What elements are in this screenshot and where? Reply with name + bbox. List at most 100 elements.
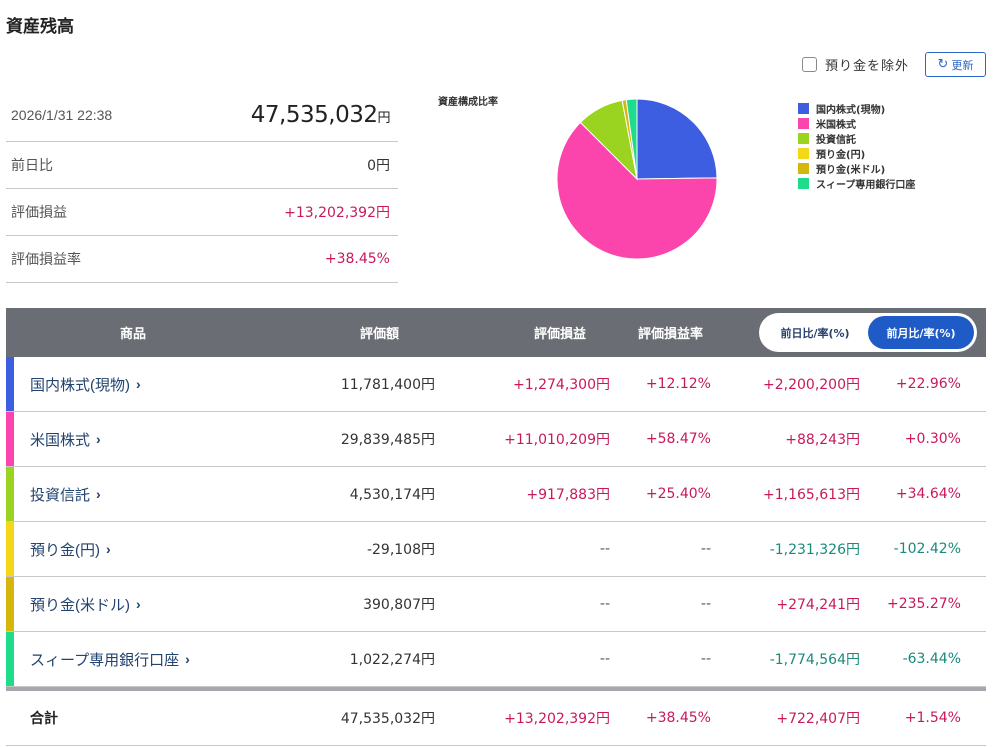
asset-allocation-pie-chart — [556, 98, 718, 260]
row-diff-rate: -102.42% — [893, 541, 961, 557]
exclude-deposits-label[interactable]: 預り金を除外 — [824, 59, 909, 74]
row-pl-rate: +25.40% — [645, 486, 711, 502]
holdings-table: 商品 評価額 評価損益 評価損益率 前日比/率(%) 前月比/率(%) 国内株式… — [6, 308, 986, 746]
row-diff: -1,231,326円 — [769, 542, 860, 558]
row-diff: +1,165,613円 — [763, 487, 860, 503]
legend-swatch — [798, 118, 809, 129]
refresh-icon: ↻ — [937, 57, 949, 72]
header-pl-rate: 評価損益率 — [638, 327, 704, 342]
summary-row-value: +38.45% — [324, 251, 390, 267]
summary-row-value: 0円 — [367, 158, 390, 174]
row-pl-rate: -- — [700, 541, 711, 557]
table-header: 商品 評価額 評価損益 評価損益率 前日比/率(%) 前月比/率(%) — [6, 308, 986, 357]
total-label: 合計 — [30, 711, 58, 727]
toggle-day-over-day[interactable]: 前日比/率(%) — [762, 316, 868, 349]
table-row: スィープ専用銀行口座 › 1,022,274円 -- -- -1,774,564円 -63.… — [6, 632, 986, 687]
pie-slice — [636, 98, 718, 180]
legend-swatch — [798, 178, 809, 189]
total-pl: +13,202,392円 — [504, 711, 610, 727]
legend-item: 預り金(米ドル) — [798, 161, 915, 176]
product-link[interactable]: 預り金(米ドル) › — [30, 577, 141, 631]
summary-total-row: 2026/1/31 22:38 47,535,032円 — [6, 88, 398, 142]
header-pl: 評価損益 — [534, 327, 587, 342]
legend-label: 米国株式 — [816, 120, 856, 131]
row-diff: +2,200,200円 — [763, 377, 860, 393]
row-pl-rate: +12.12% — [645, 376, 711, 392]
row-diff-rate: +0.30% — [904, 431, 961, 447]
row-value: 4,530,174円 — [349, 487, 435, 503]
chevron-right-icon: › — [96, 431, 101, 447]
summary-row-label: 前日比 — [11, 157, 53, 173]
toggle-month-over-month[interactable]: 前月比/率(%) — [868, 316, 974, 349]
row-pl: +11,010,209円 — [504, 432, 610, 448]
row-color-bar — [6, 577, 14, 631]
row-diff: +88,243円 — [785, 432, 860, 448]
product-name: スィープ専用銀行口座 — [30, 651, 180, 669]
row-diff-rate: +22.96% — [895, 376, 961, 392]
table-row: 米国株式 › 29,839,485円 +11,010,209円 +58.47% +88,2… — [6, 412, 986, 467]
row-value: -29,108円 — [366, 542, 435, 558]
summary-row-label: 評価損益率 — [11, 251, 81, 267]
legend-swatch — [798, 103, 809, 114]
refresh-label: 更新 — [951, 58, 974, 72]
table-row: 投資信託 › 4,530,174円 +917,883円 +25.40% +1,165,61… — [6, 467, 986, 522]
row-value: 11,781,400円 — [340, 377, 435, 393]
legend-item: 預り金(円) — [798, 146, 915, 161]
row-pl: -- — [599, 651, 610, 667]
row-pl: -- — [599, 596, 610, 612]
row-color-bar — [6, 467, 14, 521]
product-name: 米国株式 — [30, 431, 91, 449]
product-name: 国内株式(現物) — [30, 376, 130, 394]
legend-label: 預り金(米ドル) — [816, 165, 886, 176]
row-pl: +917,883円 — [526, 487, 610, 503]
product-name: 投資信託 — [30, 486, 91, 504]
legend-item: 投資信託 — [798, 131, 915, 146]
product-link[interactable]: スィープ専用銀行口座 › — [30, 632, 190, 686]
chevron-right-icon: › — [185, 651, 190, 667]
product-link[interactable]: 国内株式(現物) › — [30, 357, 141, 411]
legend-item: スィープ専用銀行口座 — [798, 176, 915, 191]
controls: 預り金を除外 ↻ 更新 — [801, 52, 986, 77]
total-diff-rate: +1.54% — [904, 710, 961, 726]
chart-title: 資産構成比率 — [438, 97, 498, 108]
row-pl: -- — [599, 541, 610, 557]
table-row: 預り金(米ドル) › 390,807円 -- -- +274,241円 +235.27% — [6, 577, 986, 632]
row-pl: +1,274,300円 — [513, 377, 610, 393]
table-row: 預り金(円) › -29,108円 -- -- -1,231,326円 -102.42% — [6, 522, 986, 577]
row-diff-rate: +235.27% — [886, 596, 961, 612]
row-diff-rate: +34.64% — [895, 486, 961, 502]
total-diff: +722,407円 — [776, 711, 860, 727]
refresh-button[interactable]: ↻ 更新 — [925, 52, 986, 77]
legend-swatch — [798, 163, 809, 174]
legend-label: 預り金(円) — [816, 150, 866, 161]
chevron-right-icon: › — [136, 596, 141, 612]
row-color-bar — [6, 412, 14, 466]
product-name: 預り金(円) — [30, 541, 100, 559]
legend-item: 米国株式 — [798, 116, 915, 131]
product-name: 預り金(米ドル) — [30, 596, 130, 614]
product-link[interactable]: 預り金(円) › — [30, 522, 111, 576]
chevron-right-icon: › — [96, 486, 101, 502]
page-title: 資産残高 — [6, 17, 74, 37]
summary-total-value: 47,535,032円 — [251, 102, 391, 128]
product-link[interactable]: 米国株式 › — [30, 412, 101, 466]
pie-slice — [625, 98, 638, 180]
row-diff-rate: -63.44% — [902, 651, 961, 667]
summary-row-label: 評価損益 — [11, 204, 67, 220]
row-value: 29,839,485円 — [340, 432, 435, 448]
legend-label: スィープ専用銀行口座 — [816, 180, 916, 191]
pie-slice — [556, 121, 718, 260]
row-color-bar — [6, 357, 14, 411]
total-pl-rate: +38.45% — [645, 710, 711, 726]
row-pl-rate: +58.47% — [645, 431, 711, 447]
table-row: 国内株式(現物) › 11,781,400円 +1,274,300円 +12.12% +2… — [6, 357, 986, 412]
summary-total-yen: 円 — [377, 110, 390, 126]
summary-panel: 2026/1/31 22:38 47,535,032円 前日比 0円 評価損益 +13… — [6, 88, 398, 283]
product-link[interactable]: 投資信託 › — [30, 467, 101, 521]
legend-swatch — [798, 133, 809, 144]
legend-label: 国内株式(現物) — [816, 105, 886, 116]
row-color-bar — [6, 522, 14, 576]
exclude-deposits-checkbox[interactable] — [801, 57, 817, 72]
chart-legend: 国内株式(現物) 米国株式 投資信託預り金(円) 預り金(米ドル) スィープ専用銀行口座 — [798, 101, 915, 191]
legend-swatch — [798, 148, 809, 159]
